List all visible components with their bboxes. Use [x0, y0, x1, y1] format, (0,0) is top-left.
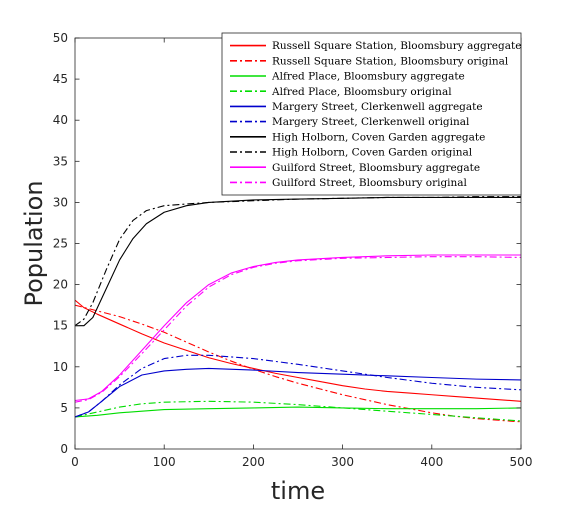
y-tick-label: 25: [53, 237, 68, 251]
legend-label: Guilford Street, Bloomsbury aggregate: [272, 162, 480, 174]
x-tick-label: 300: [331, 455, 354, 469]
y-tick-label: 50: [53, 31, 68, 45]
legend: Russell Square Station, Bloomsbury aggre…: [221, 32, 522, 196]
y-tick-label: 0: [60, 442, 68, 456]
x-tick-label: 100: [153, 455, 176, 469]
legend-label: High Holborn, Coven Garden aggregate: [272, 131, 485, 143]
y-tick-label: 15: [53, 319, 68, 333]
series-line-1: [75, 299, 521, 402]
y-axis-title: Population: [20, 180, 48, 306]
legend-label: Guilford Street, Bloomsbury original: [272, 177, 468, 189]
legend-label: Alfred Place, Bloomsbury aggregate: [271, 71, 465, 83]
series-line-4: [75, 400, 521, 422]
series-line-3: [75, 406, 521, 418]
x-tick-label: 0: [71, 455, 79, 469]
x-tick-label: 400: [420, 455, 443, 469]
x-tick-label: 200: [242, 455, 265, 469]
y-tick-label: 30: [53, 195, 68, 209]
legend-label: Alfred Place, Bloomsbury original: [271, 86, 452, 98]
y-tick-label: 35: [53, 154, 68, 168]
series-line-9: [75, 254, 521, 402]
legend-label: Margery Street, Clerkenwell aggregate: [272, 101, 483, 113]
series-line-10: [75, 256, 521, 403]
series-line-2: [75, 304, 521, 423]
series-line-6: [75, 354, 521, 418]
x-axis-title: time: [271, 477, 325, 504]
y-tick-label: 5: [60, 401, 68, 415]
legend-label: Russell Square Station, Bloomsbury origi…: [272, 55, 509, 67]
series-line-5: [75, 367, 521, 418]
series-line-8: [75, 196, 521, 327]
series-layer: [75, 196, 521, 423]
legend-label: Margery Street, Clerkenwell original: [272, 116, 470, 128]
y-tick-label: 45: [53, 72, 68, 86]
legend-box: [221, 32, 522, 196]
legend-label: Russell Square Station, Bloomsbury aggre…: [272, 40, 521, 52]
y-tick-label: 40: [53, 113, 68, 127]
y-tick-label: 20: [53, 278, 68, 292]
legend-label: High Holborn, Coven Garden original: [272, 147, 473, 159]
x-tick-label: 500: [510, 455, 533, 469]
y-tick-label: 10: [53, 360, 68, 374]
